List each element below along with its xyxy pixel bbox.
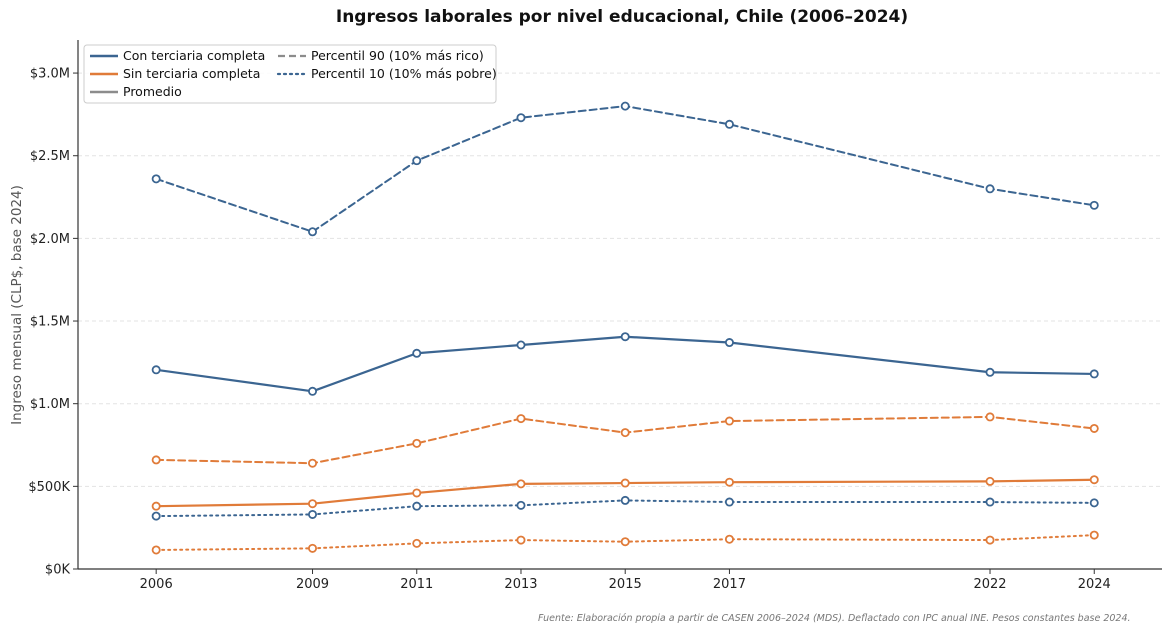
- data-point: [412, 438, 422, 448]
- series-line: [155, 415, 1096, 465]
- data-point: [724, 477, 734, 487]
- source-note: Fuente: Elaboración propia a partir de C…: [538, 613, 1131, 624]
- data-point: [412, 538, 422, 548]
- series-line: [155, 534, 1096, 551]
- series-group: [151, 495, 1099, 521]
- axes: [77, 40, 1162, 570]
- series-line: [155, 499, 1096, 518]
- data-point: [620, 332, 630, 342]
- grid: [78, 72, 1162, 487]
- x-tick-label: 2017: [713, 577, 746, 592]
- series-line: [155, 105, 1096, 233]
- data-point: [412, 488, 422, 498]
- legend-label-promedio: Promedio: [123, 84, 182, 99]
- legend-label-sin-terciaria: Sin terciaria completa: [123, 66, 260, 81]
- data-point: [1089, 530, 1099, 540]
- data-point: [308, 227, 318, 237]
- legend-label-con-terciaria: Con terciaria completa: [123, 48, 265, 63]
- data-point: [151, 365, 161, 375]
- data-point: [724, 338, 734, 348]
- x-tick-label: 2022: [973, 577, 1006, 592]
- data-point: [412, 348, 422, 358]
- y-tick-label: $2.5M: [30, 149, 70, 164]
- series-group: [151, 530, 1099, 555]
- y-tick-label: $1.5M: [30, 315, 70, 330]
- series-group: [151, 101, 1099, 237]
- data-point: [308, 499, 318, 509]
- data-point: [620, 101, 630, 111]
- data-point: [308, 458, 318, 468]
- data-point: [412, 501, 422, 511]
- data-point: [308, 386, 318, 396]
- y-tick-label: $2.0M: [30, 232, 70, 247]
- data-point: [516, 414, 526, 424]
- series-group: [151, 412, 1099, 468]
- series-group: [151, 332, 1099, 396]
- data-point: [308, 509, 318, 519]
- data-point: [1089, 369, 1099, 379]
- x-tick-label: 2013: [504, 577, 537, 592]
- data-point: [151, 174, 161, 184]
- data-point: [516, 340, 526, 350]
- data-point: [1089, 200, 1099, 210]
- data-point: [985, 412, 995, 422]
- data-point: [985, 535, 995, 545]
- x-ticks: 2006 2009 2011 2013 2015 2017 2022 2024: [140, 569, 1111, 592]
- series-line: [155, 478, 1096, 508]
- series-line: [155, 335, 1096, 393]
- data-point: [412, 156, 422, 166]
- y-tick-label: $0K: [45, 563, 71, 578]
- data-point: [724, 534, 734, 544]
- data-point: [151, 455, 161, 465]
- x-tick-label: 2015: [609, 577, 642, 592]
- legend: Con terciaria completa Sin terciaria com…: [83, 44, 497, 104]
- y-ticks: $0K $500K $1.0M $1.5M $2.0M $2.5M $3.0M: [28, 67, 78, 578]
- x-tick-label: 2006: [140, 577, 173, 592]
- series-group: [151, 475, 1099, 511]
- data-point: [620, 537, 630, 547]
- data-point: [151, 501, 161, 511]
- data-point: [516, 479, 526, 489]
- data-point: [724, 497, 734, 507]
- chart-title: Ingresos laborales por nivel educacional…: [336, 7, 908, 27]
- y-axis-label: Ingreso mensual (CLP$, base 2024): [9, 185, 25, 425]
- data-point: [620, 495, 630, 505]
- data-point: [985, 184, 995, 194]
- data-point: [151, 545, 161, 555]
- x-tick-label: 2024: [1078, 577, 1111, 592]
- y-tick-label: $3.0M: [30, 67, 70, 82]
- y-tick-label: $500K: [28, 480, 70, 495]
- x-tick-label: 2009: [296, 577, 329, 592]
- data-point: [308, 543, 318, 553]
- data-point: [724, 416, 734, 426]
- y-tick-label: $1.0M: [30, 397, 70, 412]
- data-point: [516, 500, 526, 510]
- data-point: [1089, 423, 1099, 433]
- data-point: [151, 511, 161, 521]
- data-point: [985, 497, 995, 507]
- legend-label-percentil-10: Percentil 10 (10% más pobre): [311, 66, 497, 81]
- data-point: [516, 113, 526, 123]
- x-tick-label: 2011: [400, 577, 433, 592]
- data-point: [985, 476, 995, 486]
- data-point: [1089, 498, 1099, 508]
- data-point: [516, 535, 526, 545]
- data-point: [620, 428, 630, 438]
- data-point: [985, 367, 995, 377]
- legend-label-percentil-90: Percentil 90 (10% más rico): [311, 48, 484, 63]
- data-point: [620, 478, 630, 488]
- data-point: [1089, 475, 1099, 485]
- data-point: [724, 119, 734, 129]
- series: [151, 101, 1099, 555]
